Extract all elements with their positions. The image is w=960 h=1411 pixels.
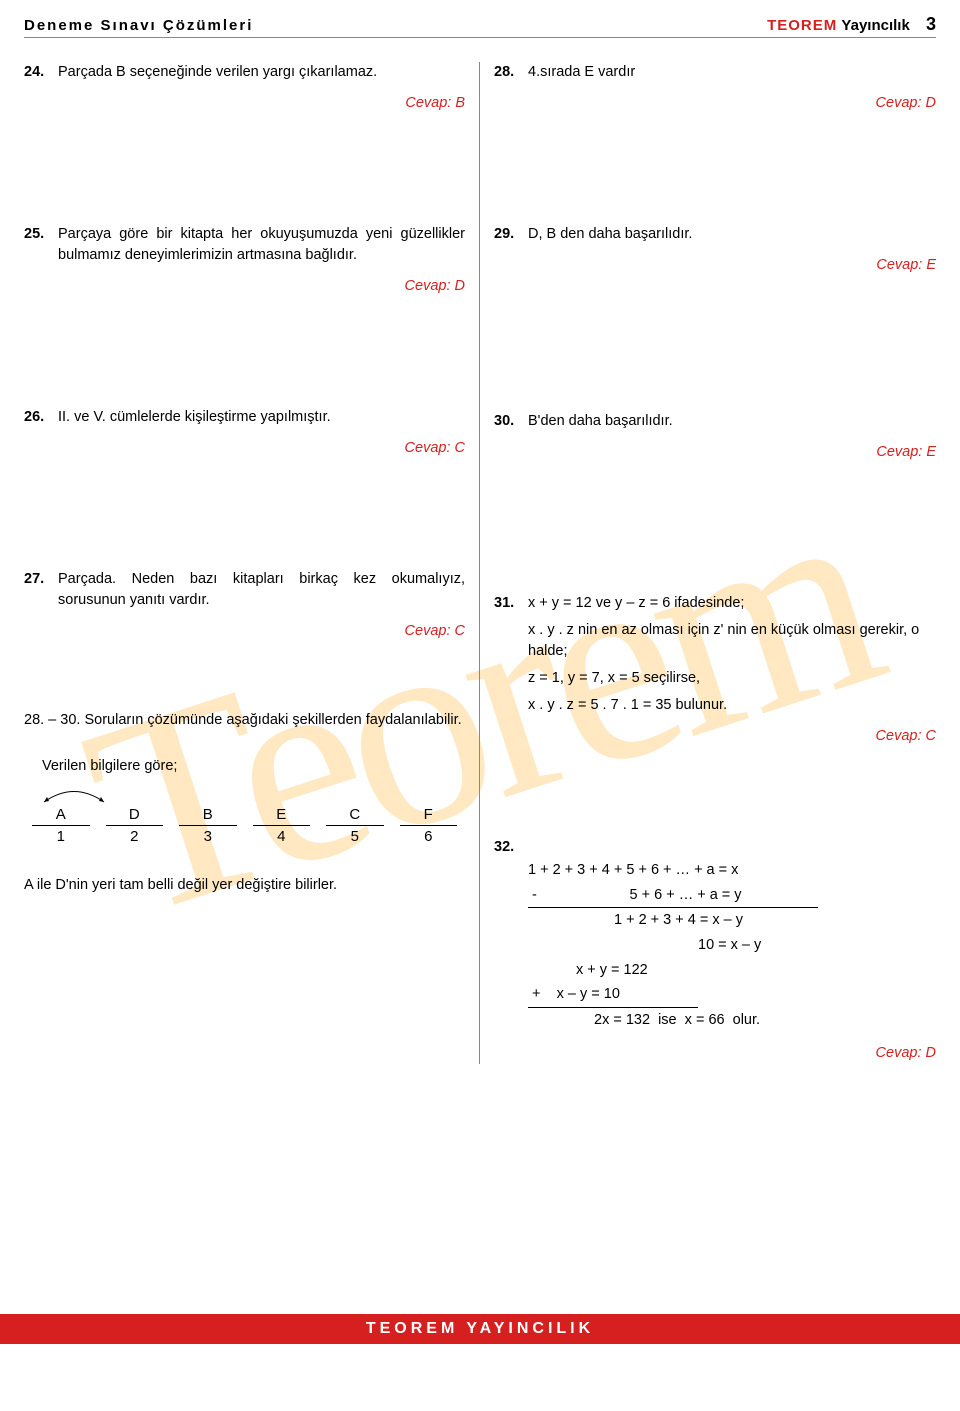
swap-arrow-icon [36,782,116,806]
q-text: Parçada. Neden bazı kitapları birkaç kez… [58,569,465,611]
cell: A [32,804,90,826]
answer: Cevap: E [494,442,936,463]
q31-l4: x . y . z = 5 . 7 . 1 = 35 bulunur. [528,695,936,716]
q32-l3: 1 + 2 + 3 + 4 = x – y [528,908,936,933]
answer: Cevap: C [494,726,936,747]
cell: 5 [318,826,392,847]
q-num: 26. [24,407,58,428]
cell: 6 [392,826,466,847]
q25: 25. Parçaya göre bir kitapta her okuyuşu… [24,224,465,297]
q30: 30. B'den daha başarılıdır. Cevap: E [494,411,936,463]
numbers-row: 1 2 3 4 5 6 [24,826,465,847]
q31-l3: z = 1, y = 7, x = 5 seçilirse, [528,668,936,689]
footer-bar: TEOREM YAYINCILIK [0,1314,960,1344]
q-num: 25. [24,224,58,266]
q32-l2: - 5 + 6 + … + a = y [528,883,936,909]
cell: 4 [245,826,319,847]
arrangement-diagram: A D B E C F 1 2 3 4 5 6 [24,804,465,847]
answer: Cevap: C [24,438,465,459]
q24: 24. Parçada B seçeneğinde verilen yargı … [24,62,465,114]
cell: 1 [24,826,98,847]
q-text: II. ve V. cümlelerde kişileştirme yapılm… [58,407,465,428]
q-text: Parçaya göre bir kitapta her okuyuşumuzd… [58,224,465,266]
q32-work: 1 + 2 + 3 + 4 + 5 + 6 + … + a = x - 5 + … [528,858,936,1032]
q-num: 29. [494,224,528,245]
q-text: 4.sırada E vardır [528,62,936,83]
q-text: Parçada B seçeneğinde verilen yargı çıka… [58,62,465,83]
q-num: 32. [494,837,528,858]
q27: 27. Parçada. Neden bazı kitapları birkaç… [24,569,465,642]
answer: Cevap: E [494,255,936,276]
columns: 24. Parçada B seçeneğinde verilen yargı … [24,62,936,1064]
cell: E [253,804,311,826]
q-num: 28. [494,62,528,83]
eq: x – y = 10 [557,986,620,1002]
q-text: B'den daha başarılıdır. [528,411,936,432]
q32-l4: 10 = x – y [528,933,936,958]
footnote: A ile D'nin yeri tam belli değil yer değ… [24,877,465,893]
answer: Cevap: D [24,276,465,297]
q32-l7: 2x = 132 ise x = 66 olur. [528,1008,936,1033]
q-text: D, B den daha başarılıdır. [528,224,936,245]
page: Deneme Sınavı Çözümleri TEOREM Yayıncılı… [0,0,960,1064]
letters-row: A D B E C F [24,804,465,826]
given-label: Verilen bilgilere göre; [42,758,465,774]
left-column: 24. Parçada B seçeneğinde verilen yargı … [24,62,480,1064]
q29: 29. D, B den daha başarılıdır. Cevap: E [494,224,936,276]
q-num: 30. [494,411,528,432]
header-title: Deneme Sınavı Çözümleri [24,17,253,34]
cell: D [106,804,164,826]
q-num: 31. [494,593,528,614]
answer: Cevap: B [24,93,465,114]
q32: 32. 1 + 2 + 3 + 4 + 5 + 6 + … + a = x - … [494,837,936,1064]
brand: TEOREM [767,17,837,34]
cell: F [400,804,458,826]
pre: - [528,887,630,903]
q28: 28. 4.sırada E vardır Cevap: D [494,62,936,114]
publisher: Yayıncılık [841,17,909,34]
q-num: 27. [24,569,58,611]
answer: Cevap: C [24,621,465,642]
q26: 26. II. ve V. cümlelerde kişileştirme ya… [24,407,465,459]
page-header: Deneme Sınavı Çözümleri TEOREM Yayıncılı… [24,14,936,38]
q-num: 24. [24,62,58,83]
q31-l2: x . y . z nin en az olması için z' nin e… [528,620,936,662]
q31: 31. x + y = 12 ve y – z = 6 ifadesinde; … [494,593,936,747]
right-column: 28. 4.sırada E vardır Cevap: D 29. D, B … [480,62,936,1064]
cell: 3 [171,826,245,847]
cell: 2 [98,826,172,847]
q-text [528,837,936,858]
page-number: 3 [926,14,936,34]
eq: 5 + 6 + … + a = y [630,887,742,903]
q32-l5: x + y = 122 [528,958,936,983]
cell: C [326,804,384,826]
q-text: x + y = 12 ve y – z = 6 ifadesinde; [528,593,936,614]
header-right: TEOREM Yayıncılık 3 [767,14,936,35]
pre: + [528,986,557,1002]
answer: Cevap: D [494,1043,936,1064]
cell: B [179,804,237,826]
q32-l1: 1 + 2 + 3 + 4 + 5 + 6 + … + a = x [528,858,936,883]
note-28-30: 28. – 30. Soruların çözümünde aşağıdaki … [24,712,465,728]
answer: Cevap: D [494,93,936,114]
q32-l6: + x – y = 10 [528,982,936,1008]
